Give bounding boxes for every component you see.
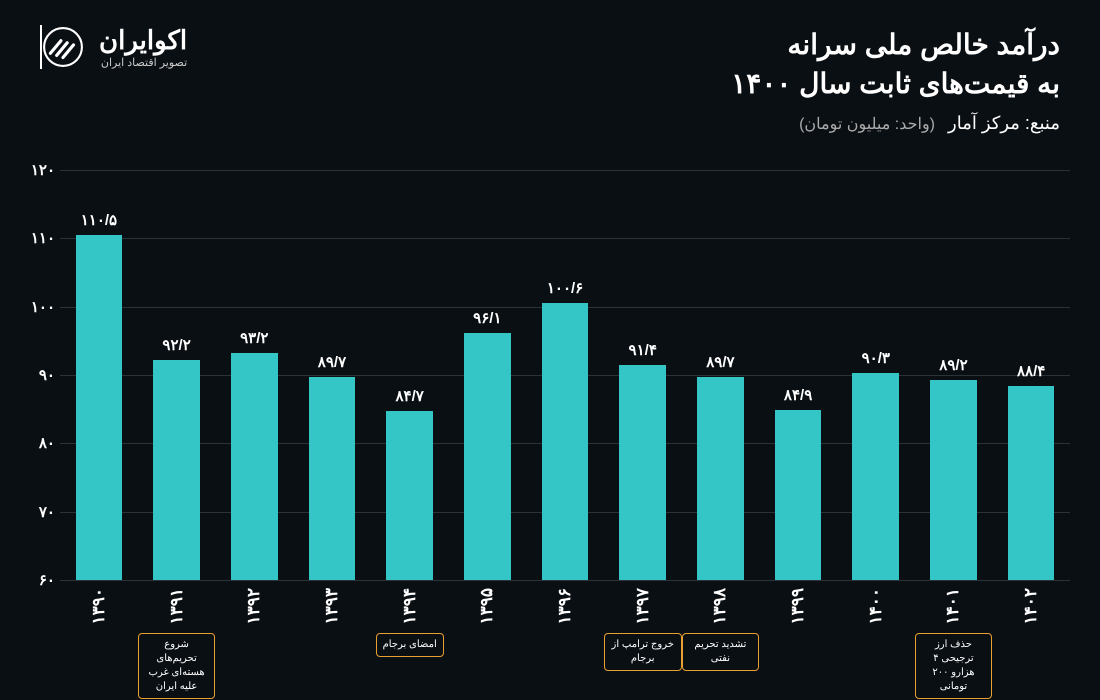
bar [231, 353, 278, 580]
x-label: ۱۳۹۷ خروج ترامپ از برجام [604, 580, 682, 699]
title-line-2: به قیمت‌های ثابت سال ۱۴۰۰ [731, 64, 1060, 103]
title-line-1: درآمد خالص ملی سرانه [731, 25, 1060, 64]
bar-value: ۱۰۰/۶ [547, 279, 583, 297]
x-label: ۱۴۰۱ حذف ارز ترجیحی ۴ هزارو ۲۰۰ تومانی [915, 580, 993, 699]
bar-value: ۹۰/۳ [862, 349, 890, 367]
annotation: خروج ترامپ از برجام [604, 633, 682, 671]
x-label: ۱۳۹۰ [60, 580, 138, 699]
bar-wrap: ۹۶/۱ [449, 170, 527, 580]
bar [619, 365, 666, 580]
bar [542, 303, 589, 580]
year-label: ۱۴۰۰ [866, 588, 886, 625]
y-tick: ۱۰۰ [20, 298, 55, 316]
bar-wrap: ۱۱۰/۵ [60, 170, 138, 580]
annotation: شروع تحریم‌های هسته‌ای غرب علیه ایران [138, 633, 216, 699]
bar [775, 410, 822, 580]
bar-value: ۹۲/۲ [162, 336, 190, 354]
bar-value: ۹۶/۱ [473, 309, 501, 327]
bar-wrap: ۸۹/۲ [915, 170, 993, 580]
x-axis: ۱۳۹۰ ۱۳۹۱ شروع تحریم‌های هسته‌ای غرب علیه … [60, 580, 1070, 699]
title-block: درآمد خالص ملی سرانه به قیمت‌های ثابت سا… [731, 25, 1060, 134]
bar-value: ۱۱۰/۵ [81, 211, 117, 229]
bar-value: ۸۴/۷ [395, 387, 423, 405]
year-label: ۱۴۰۱ [943, 588, 963, 625]
logo-sub: تصویر اقتصاد ایران [99, 56, 187, 69]
year-label: ۱۴۰۲ [1021, 588, 1041, 625]
y-tick: ۶۰ [20, 571, 55, 589]
bar [386, 411, 433, 580]
source-line: منبع: مرکز آمار (واحد: میلیون تومان) [731, 113, 1060, 134]
x-label: ۱۴۰۲ [992, 580, 1070, 699]
unit-label: (واحد: میلیون تومان) [799, 116, 935, 133]
year-label: ۱۳۹۷ [633, 588, 653, 625]
bar-wrap: ۸۹/۷ [682, 170, 760, 580]
y-tick: ۸۰ [20, 434, 55, 452]
bar [76, 235, 123, 580]
year-label: ۱۳۹۰ [89, 588, 109, 625]
y-tick: ۹۰ [20, 366, 55, 384]
year-label: ۱۳۹۴ [400, 588, 420, 625]
bar-value: ۸۹/۷ [318, 353, 346, 371]
x-label: ۱۳۹۲ [215, 580, 293, 699]
bar-wrap: ۸۸/۴ [992, 170, 1070, 580]
chart: ۶۰۷۰۸۰۹۰۱۰۰۱۱۰۱۲۰ ۱۱۰/۵۹۲/۲۹۳/۲۸۹/۷۸۴/۷۹… [60, 170, 1070, 580]
logo-icon [42, 26, 84, 68]
bar [309, 377, 356, 580]
year-label: ۱۳۹۹ [788, 588, 808, 625]
year-label: ۱۳۹۲ [244, 588, 264, 625]
x-label: ۱۳۹۴ امضای برجام [371, 580, 449, 699]
bar [930, 380, 977, 580]
bar-wrap: ۹۲/۲ [138, 170, 216, 580]
bar-wrap: ۸۹/۷ [293, 170, 371, 580]
bar-wrap: ۹۱/۴ [604, 170, 682, 580]
bar-wrap: ۱۰۰/۶ [526, 170, 604, 580]
bars-container: ۱۱۰/۵ ۹۲/۲ ۹۳/۲ ۸۹/۷ ۸۴/۷ ۹۶/۱ ۱۰۰/۶ ۹۱/۴ ۸۹/۷ ۸۴… [60, 170, 1070, 580]
year-label: ۱۳۹۸ [710, 588, 730, 625]
bar-value: ۹۳/۲ [240, 329, 268, 347]
logo-main: اکوایران [99, 25, 187, 56]
year-label: ۱۳۹۵ [477, 588, 497, 625]
bar [852, 373, 899, 580]
x-label: ۱۳۹۱ شروع تحریم‌های هسته‌ای غرب علیه ایرا… [138, 580, 216, 699]
x-label: ۱۳۹۳ [293, 580, 371, 699]
annotation: امضای برجام [376, 633, 444, 657]
bar-value: ۹۱/۴ [629, 341, 657, 359]
x-label: ۱۳۹۸ تشدید تحریم نفتی [682, 580, 760, 699]
bar-wrap: ۸۴/۷ [371, 170, 449, 580]
bar-wrap: ۸۴/۹ [759, 170, 837, 580]
y-tick: ۷۰ [20, 503, 55, 521]
bar [464, 333, 511, 580]
bar-value: ۸۹/۲ [939, 356, 967, 374]
annotation: حذف ارز ترجیحی ۴ هزارو ۲۰۰ تومانی [915, 633, 993, 699]
x-label: ۱۳۹۵ [449, 580, 527, 699]
source-label: منبع: مرکز آمار [948, 113, 1060, 133]
y-tick: ۱۲۰ [20, 161, 55, 179]
bar-value: ۸۹/۷ [706, 353, 734, 371]
bar-wrap: ۹۳/۲ [215, 170, 293, 580]
x-label: ۱۳۹۹ [759, 580, 837, 699]
year-label: ۱۳۹۶ [555, 588, 575, 625]
y-tick: ۱۱۰ [20, 229, 55, 247]
bar-wrap: ۹۰/۳ [837, 170, 915, 580]
year-label: ۱۳۹۳ [322, 588, 342, 625]
year-label: ۱۳۹۱ [167, 588, 187, 625]
x-label: ۱۳۹۶ [526, 580, 604, 699]
bar [153, 360, 200, 580]
bar-value: ۸۸/۴ [1017, 362, 1045, 380]
y-axis: ۶۰۷۰۸۰۹۰۱۰۰۱۱۰۱۲۰ [20, 170, 55, 580]
x-label: ۱۴۰۰ [837, 580, 915, 699]
bar [1008, 386, 1055, 580]
annotation: تشدید تحریم نفتی [682, 633, 760, 671]
bar [697, 377, 744, 580]
bar-value: ۸۴/۹ [784, 386, 812, 404]
logo: اکوایران تصویر اقتصاد ایران [40, 25, 187, 69]
header: درآمد خالص ملی سرانه به قیمت‌های ثابت سا… [0, 0, 1100, 144]
